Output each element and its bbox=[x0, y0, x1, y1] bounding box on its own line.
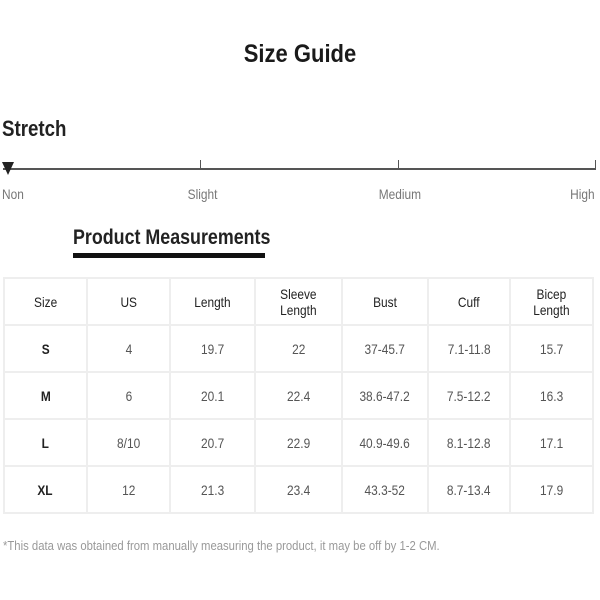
stretch-level-non: Non bbox=[2, 186, 24, 202]
cell-text: 17.9 bbox=[540, 481, 564, 498]
table-cell: 22 bbox=[254, 324, 343, 373]
table-cell: S bbox=[3, 324, 88, 373]
table-cell: 22.4 bbox=[254, 371, 343, 420]
cell-text: 22.4 bbox=[286, 387, 311, 404]
table-cell: 40.9-49.6 bbox=[340, 418, 429, 467]
table-cell: 37-45.7 bbox=[340, 324, 429, 373]
table-cell: M bbox=[3, 371, 88, 420]
cell-text: 38.6-47.2 bbox=[359, 387, 410, 404]
stretch-marker-triangle-icon bbox=[2, 162, 14, 175]
cell-text: 37-45.7 bbox=[364, 340, 405, 357]
cell-text: 23.4 bbox=[286, 481, 311, 498]
stretch-level-medium: Medium bbox=[378, 186, 422, 202]
table-cell: 20.1 bbox=[169, 371, 257, 420]
stretch-heading: Stretch bbox=[2, 116, 67, 141]
cell-text: Sleeve Length bbox=[280, 285, 317, 318]
cell-text: M bbox=[40, 387, 51, 404]
cell-text: 19.7 bbox=[201, 340, 225, 357]
cell-text: Bicep Length bbox=[533, 285, 570, 318]
page-title: Size Guide bbox=[243, 40, 357, 68]
cell-text: Length bbox=[194, 293, 231, 310]
table-cell: 8.7-13.4 bbox=[426, 465, 512, 514]
table-cell: L bbox=[3, 418, 88, 467]
table-cell: 4 bbox=[85, 324, 172, 373]
cell-text: 20.7 bbox=[201, 434, 225, 451]
scale-tick bbox=[398, 160, 399, 169]
heading-underline bbox=[73, 253, 265, 258]
table-cell: XL bbox=[3, 465, 88, 514]
cell-text: 22 bbox=[291, 340, 306, 357]
size-table: Size US Length Sleeve Length Bust Cuff Bicep L… bbox=[3, 277, 594, 514]
stretch-scale-line bbox=[3, 168, 596, 170]
disclaimer-note: *This data was obtained from manually me… bbox=[3, 538, 440, 553]
table-cell: 38.6-47.2 bbox=[340, 371, 429, 420]
cell-text: 16.3 bbox=[540, 387, 564, 404]
cell-text: 7.1-11.8 bbox=[447, 340, 491, 357]
table-cell: 7.1-11.8 bbox=[426, 324, 512, 373]
table-cell: 15.7 bbox=[509, 324, 594, 373]
table-cell: 17.9 bbox=[509, 465, 594, 514]
column-header: Cuff bbox=[426, 277, 512, 326]
cell-text: Cuff bbox=[458, 293, 480, 310]
cell-text: 22.9 bbox=[286, 434, 311, 451]
column-header: Bicep Length bbox=[509, 277, 594, 326]
table-cell: 43.3-52 bbox=[340, 465, 429, 514]
table-cell: 21.3 bbox=[169, 465, 257, 514]
cell-text: Size bbox=[33, 293, 57, 310]
table-cell: 8.1-12.8 bbox=[426, 418, 512, 467]
table-cell: 8/10 bbox=[85, 418, 172, 467]
cell-text: XL bbox=[37, 481, 53, 498]
cell-text: 12 bbox=[121, 481, 136, 498]
column-header: Length bbox=[169, 277, 257, 326]
table-row: S 4 19.7 22 37-45.7 7.1-11.8 15.7 bbox=[3, 324, 594, 373]
cell-text: 7.5-12.2 bbox=[447, 387, 491, 404]
header-row: Size US Length Sleeve Length Bust Cuff Bicep L… bbox=[3, 277, 594, 326]
cell-text: 20.1 bbox=[201, 387, 225, 404]
table-cell: 17.1 bbox=[509, 418, 594, 467]
table-cell: 22.9 bbox=[254, 418, 343, 467]
scale-tick bbox=[595, 160, 596, 169]
table-cell: 12 bbox=[85, 465, 172, 514]
column-header: Sleeve Length bbox=[254, 277, 343, 326]
cell-text: L bbox=[41, 434, 49, 451]
cell-text: 40.9-49.6 bbox=[359, 434, 410, 451]
cell-text: 6 bbox=[125, 387, 132, 404]
measurements-heading: Product Measurements bbox=[73, 226, 271, 249]
table-row: XL 12 21.3 23.4 43.3-52 8.7-13.4 17.9 bbox=[3, 465, 594, 514]
cell-text: 15.7 bbox=[540, 340, 564, 357]
column-header: US bbox=[85, 277, 172, 326]
scale-tick bbox=[200, 160, 201, 169]
table-cell: 7.5-12.2 bbox=[426, 371, 512, 420]
cell-text: 8.1-12.8 bbox=[447, 434, 491, 451]
table-cell: 20.7 bbox=[169, 418, 257, 467]
cell-text: 17.1 bbox=[540, 434, 564, 451]
table-cell: 23.4 bbox=[254, 465, 343, 514]
stretch-level-slight: Slight bbox=[187, 186, 218, 202]
table-cell: 6 bbox=[85, 371, 172, 420]
cell-text: 8.7-13.4 bbox=[447, 481, 491, 498]
table-row: L 8/10 20.7 22.9 40.9-49.6 8.1-12.8 17.1 bbox=[3, 418, 594, 467]
table-cell: 19.7 bbox=[169, 324, 257, 373]
column-header: Bust bbox=[340, 277, 429, 326]
cell-text: US bbox=[120, 293, 137, 310]
stretch-level-high: High bbox=[570, 186, 595, 202]
table-row: M 6 20.1 22.4 38.6-47.2 7.5-12.2 16.3 bbox=[3, 371, 594, 420]
cell-text: 21.3 bbox=[201, 481, 225, 498]
cell-text: 43.3-52 bbox=[364, 481, 405, 498]
cell-text: 4 bbox=[125, 340, 132, 357]
cell-text: 8/10 bbox=[116, 434, 141, 451]
column-header: Size bbox=[3, 277, 88, 326]
cell-text: Bust bbox=[372, 293, 397, 310]
table-cell: 16.3 bbox=[509, 371, 594, 420]
cell-text: S bbox=[41, 340, 50, 357]
